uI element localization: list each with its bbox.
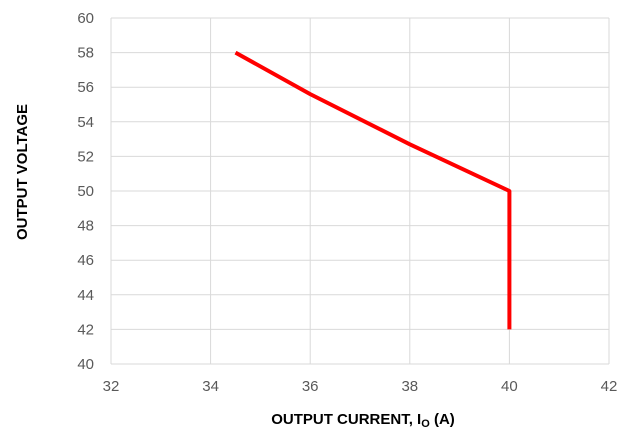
y-tick-label: 56 <box>77 79 94 96</box>
y-tick-label: 60 <box>77 10 94 27</box>
x-axis-ticks: 32 34 36 38 40 42 <box>103 378 618 395</box>
y-tick-label: 54 <box>77 114 94 131</box>
x-tick-label: 36 <box>302 378 319 395</box>
y-axis-ticks: 40 42 44 46 48 50 52 54 56 58 60 <box>77 10 94 373</box>
x-tick-label: 34 <box>202 378 219 395</box>
y-tick-label: 52 <box>77 148 94 165</box>
x-tick-label: 32 <box>103 378 120 395</box>
x-tick-label: 38 <box>401 378 418 395</box>
y-tick-label: 40 <box>77 356 94 373</box>
y-axis-title: OUTPUT VOLTAGE <box>14 104 31 240</box>
grid <box>110 17 610 365</box>
x-axis-title: OUTPUT CURRENT, IO (A) <box>271 411 455 430</box>
y-tick-label: 46 <box>77 252 94 269</box>
y-tick-label: 42 <box>77 321 94 338</box>
series-layer <box>234 50 512 330</box>
y-tick-label: 44 <box>77 287 94 304</box>
y-tick-label: 58 <box>77 45 94 62</box>
y-tick-label: 50 <box>77 183 94 200</box>
x-tick-label: 42 <box>601 378 618 395</box>
x-tick-label: 40 <box>501 378 518 395</box>
y-tick-label: 48 <box>77 218 94 235</box>
x-axis-title-suffix: (A) <box>430 411 455 428</box>
series-line <box>234 50 512 330</box>
x-axis-title-subscript: O <box>421 418 430 430</box>
